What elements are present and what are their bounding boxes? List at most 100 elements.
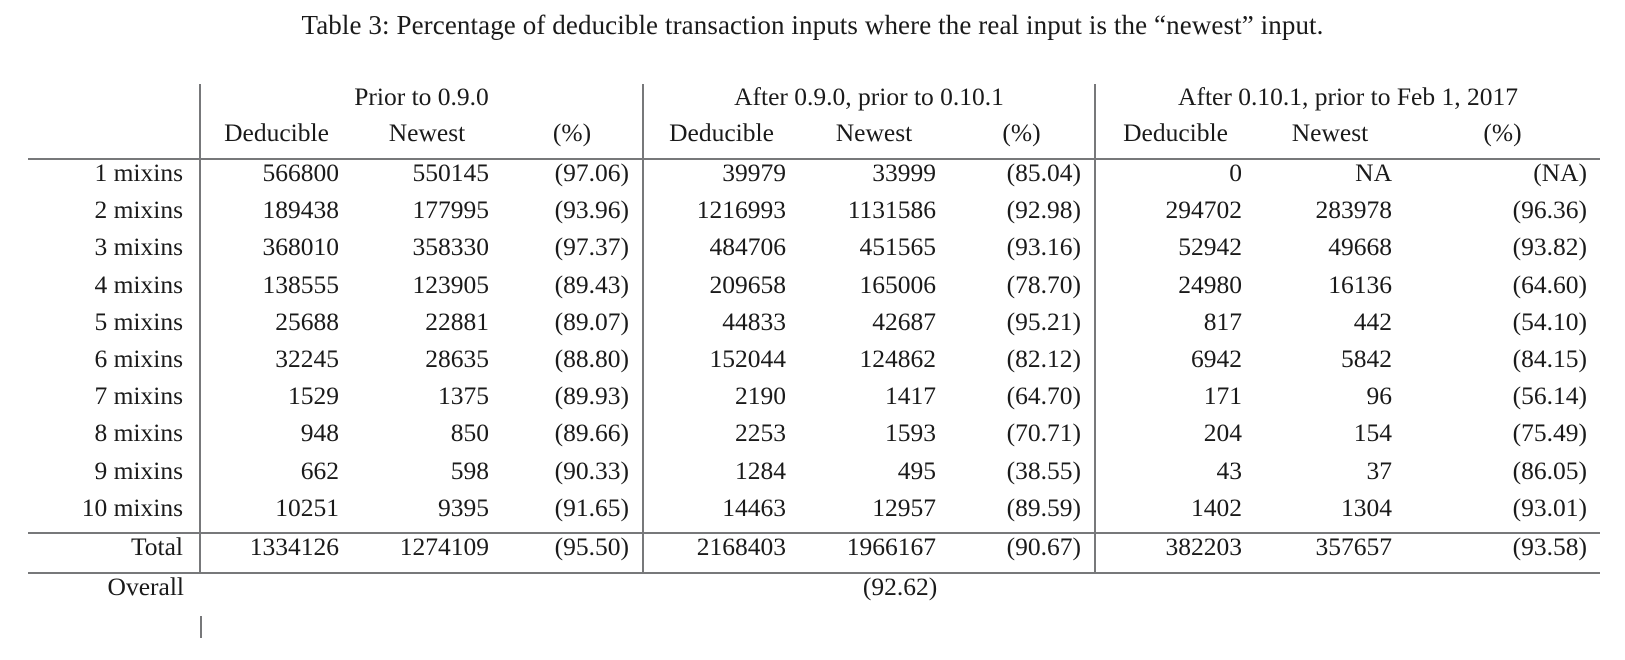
table-row: 1 mixins 566800 550145 (97.06) 39979 339… (28, 157, 1601, 198)
cell-g3-percent: (96.36) (1512, 195, 1588, 225)
cell-g2-percent: (92.98) (1006, 195, 1082, 225)
subheader-corner (28, 120, 200, 159)
total-row-label: Total (28, 531, 200, 573)
table-row: 6 mixins 32245 28635 (88.80) 152044 1248… (28, 343, 1600, 384)
cell-g3-percent: (86.05) (1512, 455, 1588, 485)
cell-g3-percent: (NA) (1405, 157, 1601, 198)
cell-g3-percent: (54.10) (1512, 306, 1588, 336)
row-label: 3 mixins (94, 232, 183, 262)
cell-g1-newest: 1375 (438, 381, 489, 411)
cell-g3-newest: 442 (1353, 306, 1393, 336)
row-header-corner (28, 84, 200, 120)
total-g1-newest: 1274109 (352, 531, 502, 573)
cell-g1-newest: 598 (450, 455, 489, 485)
cell-g2-newest: 165006 (859, 269, 937, 299)
cell-g1-deducible: 368010 (199, 234, 352, 272)
cell-g3-newest: 154 (1353, 418, 1393, 448)
cell-g1-percent: (90.33) (554, 455, 629, 485)
subheader-g3-percent: (%) (1483, 118, 1522, 147)
cell-g1-deducible: 566800 (199, 157, 352, 198)
total-g2-percent: (90.67) (949, 531, 1096, 573)
column-group-header-row: Prior to 0.9.0 After 0.9.0, prior to 0.1… (28, 84, 1601, 120)
total-g2-deducible: 2168403 (642, 531, 799, 573)
column-subheader-row: Deducible Newest (%) Deducible Newest (%… (28, 120, 1600, 159)
cell-g2-percent: (85.04) (949, 157, 1096, 198)
cell-g2-newest: 1131586 (847, 195, 936, 225)
cell-g2-percent: (95.21) (1006, 306, 1082, 336)
cell-g1-deducible: 189438 (199, 197, 352, 235)
overall-row-label: Overall (28, 571, 200, 616)
table-row: 3 mixins 368010 358330 (97.37) 484706 45… (28, 232, 1600, 272)
cell-g3-percent: (93.82) (1512, 232, 1588, 262)
cell-g2-deducible: 14463 (642, 494, 799, 533)
cell-g2-percent: (64.70) (1006, 381, 1082, 411)
cell-g3-percent: (56.14) (1512, 381, 1588, 411)
cell-g2-deducible: 1284 (642, 457, 799, 495)
cell-g2-percent: (78.70) (1006, 269, 1082, 299)
cell-g1-percent: (97.37) (554, 232, 629, 262)
row-label: 8 mixins (94, 418, 183, 448)
row-label: 6 mixins (94, 343, 183, 373)
total-g3-newest: 357657 (1255, 531, 1406, 573)
cell-g3-deducible: 24980 (1094, 271, 1256, 309)
cell-g3-newest: 96 (1366, 381, 1393, 411)
cell-g2-percent: (89.59) (1006, 492, 1082, 522)
total-g1-deducible: 1334126 (199, 531, 352, 573)
table-row: 10 mixins 10251 9395 (91.65) 14463 12957… (28, 492, 1600, 533)
table-row: 9 mixins 662 598 (90.33) 1284 495 (38.55… (28, 455, 1600, 495)
table-row: 2 mixins 189438 177995 (93.96) 1216993 1… (28, 195, 1600, 235)
row-label: 5 mixins (94, 306, 183, 336)
cell-g1-percent: (89.07) (554, 306, 629, 336)
cell-g1-newest: 177995 (412, 195, 490, 225)
subheader-g1-percent: (%) (552, 118, 592, 147)
cell-g1-percent: (89.66) (554, 418, 629, 448)
cell-g3-newest: 49668 (1328, 232, 1393, 262)
subheader-g2-newest: Newest (835, 118, 913, 147)
table-overall-row: Overall (92.62) (28, 571, 1601, 616)
cell-g3-percent: (84.15) (1512, 343, 1588, 373)
column-group-title-3: After 0.10.1, prior to Feb 1, 2017 (1094, 84, 1601, 120)
cell-g3-percent: (64.60) (1512, 269, 1588, 299)
row-label: 4 mixins (94, 269, 183, 299)
subheader-g2-deducible: Deducible (642, 120, 799, 159)
cell-g2-deducible: 39979 (642, 157, 799, 198)
cell-g1-percent: (93.96) (554, 195, 629, 225)
cell-g1-newest: 9395 (438, 492, 489, 522)
total-g1-percent: (95.50) (502, 531, 643, 573)
cell-g3-newest: 283978 (1315, 195, 1393, 225)
overall-value: (92.62) (200, 571, 1601, 616)
table-caption: Table 3: Percentage of deducible transac… (301, 10, 1324, 40)
cell-g1-deducible: 138555 (199, 271, 352, 309)
cell-g3-percent: (93.01) (1512, 492, 1588, 522)
cell-g3-newest: 16136 (1328, 269, 1393, 299)
cell-g2-deducible: 209658 (642, 271, 799, 309)
cell-g2-deducible: 2190 (642, 383, 799, 421)
cell-g3-newest: NA (1255, 157, 1406, 198)
column-group-title-2: After 0.9.0, prior to 0.10.1 (641, 84, 1096, 120)
cell-g1-percent: (88.80) (554, 343, 629, 373)
cell-g1-deducible: 1529 (199, 383, 352, 421)
cell-g1-newest: 123905 (412, 269, 490, 299)
cell-g3-deducible: 1402 (1094, 494, 1256, 533)
cell-g2-newest: 33999 (799, 157, 949, 198)
vertical-separator-stub (200, 615, 202, 638)
table-row: 4 mixins 138555 123905 (89.43) 209658 16… (28, 269, 1600, 309)
subheader-g3-deducible: Deducible (1094, 120, 1256, 159)
cell-g2-deducible: 152044 (642, 346, 799, 384)
cell-g2-deducible: 2253 (642, 420, 799, 458)
cell-g1-newest: 28635 (425, 343, 489, 373)
cell-g2-newest: 124862 (859, 343, 937, 373)
cell-g3-deducible: 0 (1094, 157, 1256, 198)
cell-g3-deducible: 43 (1094, 457, 1256, 495)
cell-g3-newest: 37 (1366, 455, 1393, 485)
cell-g1-deducible: 948 (199, 420, 352, 458)
cell-g1-deducible: 10251 (199, 494, 352, 533)
row-label: 10 mixins (81, 492, 183, 522)
cell-g2-percent: (93.16) (1006, 232, 1082, 262)
subheader-g2-percent: (%) (1002, 118, 1041, 147)
cell-g1-deducible: 32245 (199, 346, 352, 384)
subheader-g1-deducible: Deducible (199, 120, 352, 159)
cell-g1-percent: (89.93) (554, 381, 629, 411)
cell-g1-newest: 358330 (412, 232, 490, 262)
